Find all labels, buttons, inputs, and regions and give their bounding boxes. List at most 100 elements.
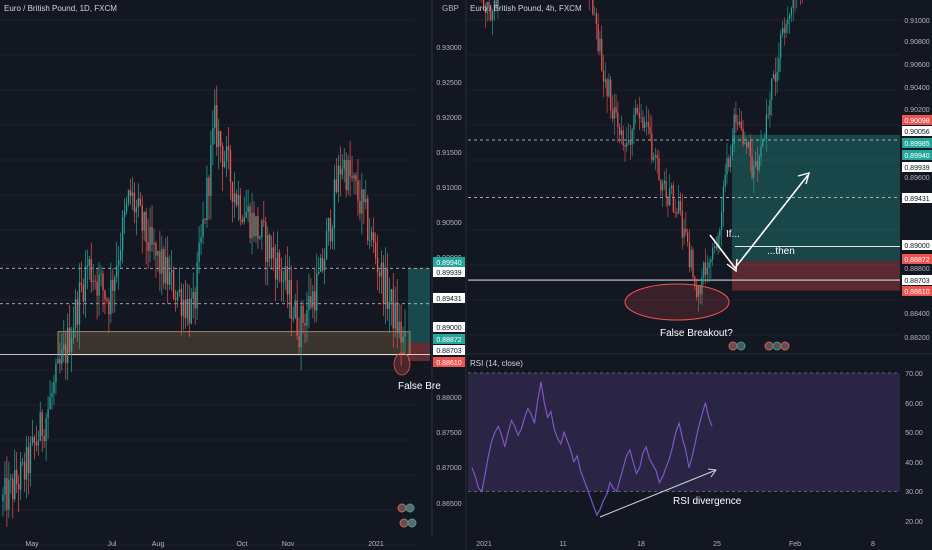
left-price-label: 0.89940 — [436, 260, 461, 267]
right-candle-body — [665, 180, 667, 198]
left-candle-body — [274, 257, 277, 280]
left-candle-body — [200, 237, 202, 243]
right-price-label: 0.89600 — [904, 175, 929, 182]
left-price-badge — [433, 293, 465, 303]
left-candle-body — [184, 299, 187, 319]
right-candle-body — [697, 285, 699, 297]
left-candle-body — [159, 251, 161, 274]
left-candle-body — [253, 212, 255, 237]
right-candle-body — [719, 230, 721, 237]
false-breakout-label: False Breakout? — [660, 328, 733, 339]
right-event-icon — [764, 341, 774, 351]
left-candle-body — [259, 237, 261, 239]
left-x-tick: May — [25, 541, 39, 548]
left-candle-body — [16, 470, 18, 485]
left-candle-body — [231, 182, 234, 202]
left-candle-body — [4, 477, 6, 495]
left-candle-body — [82, 284, 85, 302]
left-price-label: 0.90500 — [436, 220, 461, 227]
left-candle-body — [255, 216, 257, 237]
right-candle-body — [495, 0, 497, 7]
left-candle-body — [70, 338, 73, 353]
right-candle-body — [672, 185, 674, 213]
right-candle-body — [706, 267, 708, 275]
left-candle-body — [392, 289, 394, 329]
left-candle-body — [347, 160, 349, 191]
left-candle-body — [402, 336, 404, 343]
left-candle-body — [251, 212, 253, 239]
right-candle-body — [486, 1, 488, 13]
left-candle-body — [163, 248, 165, 284]
right-candle-body — [636, 107, 639, 113]
if-label: If... — [726, 229, 740, 240]
right-candle-body — [724, 174, 726, 187]
left-candle-body — [68, 327, 71, 353]
right-candle-body — [756, 161, 759, 171]
left-candle-body — [243, 217, 245, 223]
left-candle-body — [214, 105, 216, 128]
left-candle-body — [357, 180, 359, 201]
right-price-label: 0.90098 — [904, 118, 929, 125]
right-price-label: 0.89939 — [904, 165, 929, 172]
rsi-title: RSI (14, close) — [470, 359, 523, 368]
left-candle-body — [341, 168, 343, 175]
left-candle-body — [90, 259, 92, 283]
left-candle-body — [98, 274, 100, 296]
left-price-label: 0.87000 — [436, 465, 461, 472]
left-candle-body — [147, 242, 149, 251]
left-candle-body — [21, 461, 24, 463]
left-candle-body — [155, 243, 157, 256]
left-candle-body — [112, 279, 114, 291]
left-candle-body — [2, 494, 4, 502]
left-candle-body — [80, 282, 83, 285]
right-candle-body — [699, 285, 701, 295]
right-candle-body — [781, 28, 784, 35]
left-candle-body — [118, 260, 120, 266]
left-candle-body — [55, 363, 57, 383]
left-candle-body — [343, 160, 345, 169]
left-candle-body — [127, 190, 130, 204]
right-candle-body — [735, 114, 737, 123]
left-candle-body — [308, 296, 310, 310]
left-candle-body — [212, 127, 214, 145]
right-price-label: 0.90800 — [904, 39, 929, 46]
right-candle-body — [694, 276, 696, 286]
right-candle-body — [767, 114, 769, 116]
left-x-tick: Nov — [282, 541, 295, 548]
right-candle-body — [493, 0, 495, 12]
left-candle-body — [225, 146, 228, 162]
right-candle-body — [615, 107, 617, 113]
left-candle-body — [123, 211, 126, 218]
left-candle-body — [92, 280, 94, 283]
left-candle-body — [196, 261, 198, 309]
left-candle-body — [216, 105, 218, 148]
left-candle-body — [151, 226, 153, 245]
right-price-label: 0.90200 — [904, 107, 929, 114]
right-price-label: 0.89431 — [904, 196, 929, 203]
left-candle-body — [88, 259, 90, 266]
left-candle-body — [121, 217, 124, 251]
left-price-label: 0.86500 — [436, 501, 461, 508]
left-candle-body — [31, 436, 34, 444]
left-candle-body — [388, 301, 391, 310]
right-candle-body — [695, 285, 698, 297]
left-candle-body — [145, 211, 147, 243]
left-candle-body — [380, 262, 383, 277]
left-candle-body — [298, 335, 300, 348]
left-candle-body — [372, 232, 375, 243]
left-candle-body — [25, 447, 28, 480]
left-candle-body — [235, 193, 238, 206]
right-candle-body — [717, 236, 719, 249]
left-candle-body — [374, 242, 377, 258]
left-candle-body — [223, 161, 226, 168]
left-price-label: 0.87500 — [436, 430, 461, 437]
left-candle-body — [178, 289, 181, 293]
right-candle-body — [629, 140, 631, 145]
rsi-scale-label: 20.00 — [905, 519, 923, 526]
right-candle-body — [774, 74, 776, 82]
right-candle-body — [613, 107, 615, 119]
right-candle-body — [708, 262, 710, 268]
left-candle-body — [100, 273, 102, 275]
left-candle-body — [86, 265, 88, 267]
